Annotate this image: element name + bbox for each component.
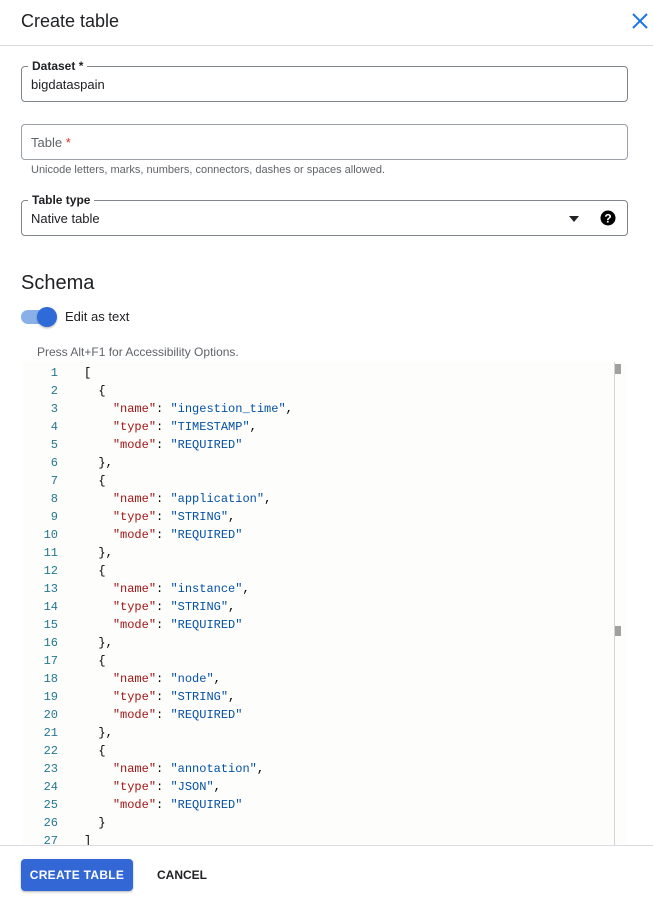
- close-icon[interactable]: [630, 11, 650, 31]
- line-number: 5: [50, 438, 58, 452]
- code-text: "name": "ingestion_time",: [112, 402, 293, 416]
- code-text: "type": "STRING",: [112, 690, 236, 704]
- line-number: 20: [43, 708, 58, 722]
- line-number: 23: [43, 762, 58, 776]
- line-number: 11: [43, 546, 58, 560]
- table-name-input[interactable]: Table *: [21, 124, 628, 160]
- line-number: 26: [43, 816, 58, 830]
- table-type-select[interactable]: Table type Native table ?: [21, 193, 628, 236]
- line-number: 2: [50, 384, 58, 398]
- line-number: 19: [43, 690, 58, 704]
- accessibility-hint: Press Alt+F1 for Accessibility Options.: [37, 345, 239, 359]
- line-number: 6: [50, 456, 58, 470]
- code-text: "mode": "REQUIRED": [112, 618, 243, 632]
- code-text: {: [84, 474, 106, 488]
- code-text: "type": "TIMESTAMP",: [112, 420, 257, 434]
- code-text: "name": "node",: [112, 672, 221, 686]
- line-number: 25: [43, 798, 58, 812]
- line-number: 3: [50, 402, 58, 416]
- editor-scrollbar[interactable]: [614, 362, 615, 846]
- code-text: },: [84, 636, 113, 650]
- line-number: 14: [43, 600, 58, 614]
- code-text: "type": "JSON",: [112, 780, 221, 794]
- table-type-value: Native table: [31, 211, 100, 226]
- line-number: 9: [50, 510, 58, 524]
- code-text: },: [84, 456, 113, 470]
- code-text: "mode": "REQUIRED": [112, 438, 243, 452]
- code-text: {: [84, 564, 106, 578]
- edit-as-text-toggle[interactable]: [21, 307, 57, 327]
- code-text: "type": "STRING",: [112, 510, 236, 524]
- dataset-label: Dataset *: [28, 59, 88, 73]
- svg-text:?: ?: [604, 212, 611, 226]
- dialog-footer: CREATE TABLE CANCEL: [0, 845, 653, 898]
- line-number: 15: [43, 618, 58, 632]
- code-text: "name": "annotation",: [112, 762, 265, 776]
- code-text: {: [84, 744, 106, 758]
- line-number: 13: [43, 582, 58, 596]
- create-table-button[interactable]: CREATE TABLE: [21, 859, 133, 891]
- line-number: 7: [50, 474, 58, 488]
- edit-as-text-label: Edit as text: [65, 309, 130, 324]
- scrollbar-marker: [615, 626, 621, 636]
- dialog-title: Create table: [21, 11, 120, 31]
- line-number: 22: [43, 744, 58, 758]
- code-text: "mode": "REQUIRED": [112, 708, 243, 722]
- line-number: 24: [43, 780, 58, 794]
- code-text: "name": "application",: [112, 492, 272, 506]
- code-text: }: [84, 816, 106, 830]
- help-icon[interactable]: ?: [600, 210, 616, 226]
- schema-heading: Schema: [21, 272, 95, 294]
- code-text: },: [84, 546, 113, 560]
- dataset-field[interactable]: Dataset * bigdataspain: [21, 59, 628, 102]
- line-number: 17: [43, 654, 58, 668]
- dataset-value: bigdataspain: [31, 77, 105, 92]
- code-text: {: [84, 384, 106, 398]
- line-number: 12: [43, 564, 58, 578]
- line-number: 16: [43, 636, 58, 650]
- code-text: },: [84, 726, 113, 740]
- scrollbar-marker: [615, 364, 621, 374]
- table-type-label: Table type: [28, 193, 95, 207]
- line-number: 1: [50, 366, 58, 380]
- line-number: 8: [50, 492, 58, 506]
- line-number: 21: [43, 726, 58, 740]
- code-text: [: [84, 366, 92, 380]
- code-text: "mode": "REQUIRED": [112, 528, 243, 542]
- dropdown-arrow-icon: [569, 216, 579, 222]
- table-placeholder: Table *: [31, 135, 71, 150]
- line-number: 27: [43, 834, 58, 846]
- code-text: "type": "STRING",: [112, 600, 236, 614]
- table-name-hint: Unicode letters, marks, numbers, connect…: [31, 164, 385, 176]
- schema-code-editor[interactable]: 1 [2 {3 "name": "ingestion_time", 4 "type"…: [22, 362, 627, 846]
- line-number: 10: [43, 528, 58, 542]
- code-text: {: [84, 654, 106, 668]
- line-number: 4: [50, 420, 58, 434]
- code-text: "name": "instance",: [112, 582, 250, 596]
- code-text: ]: [84, 834, 92, 846]
- cancel-button[interactable]: CANCEL: [146, 859, 218, 891]
- line-number: 18: [43, 672, 58, 686]
- code-text: "mode": "REQUIRED": [112, 798, 243, 812]
- dialog-header: Create table: [0, 0, 653, 46]
